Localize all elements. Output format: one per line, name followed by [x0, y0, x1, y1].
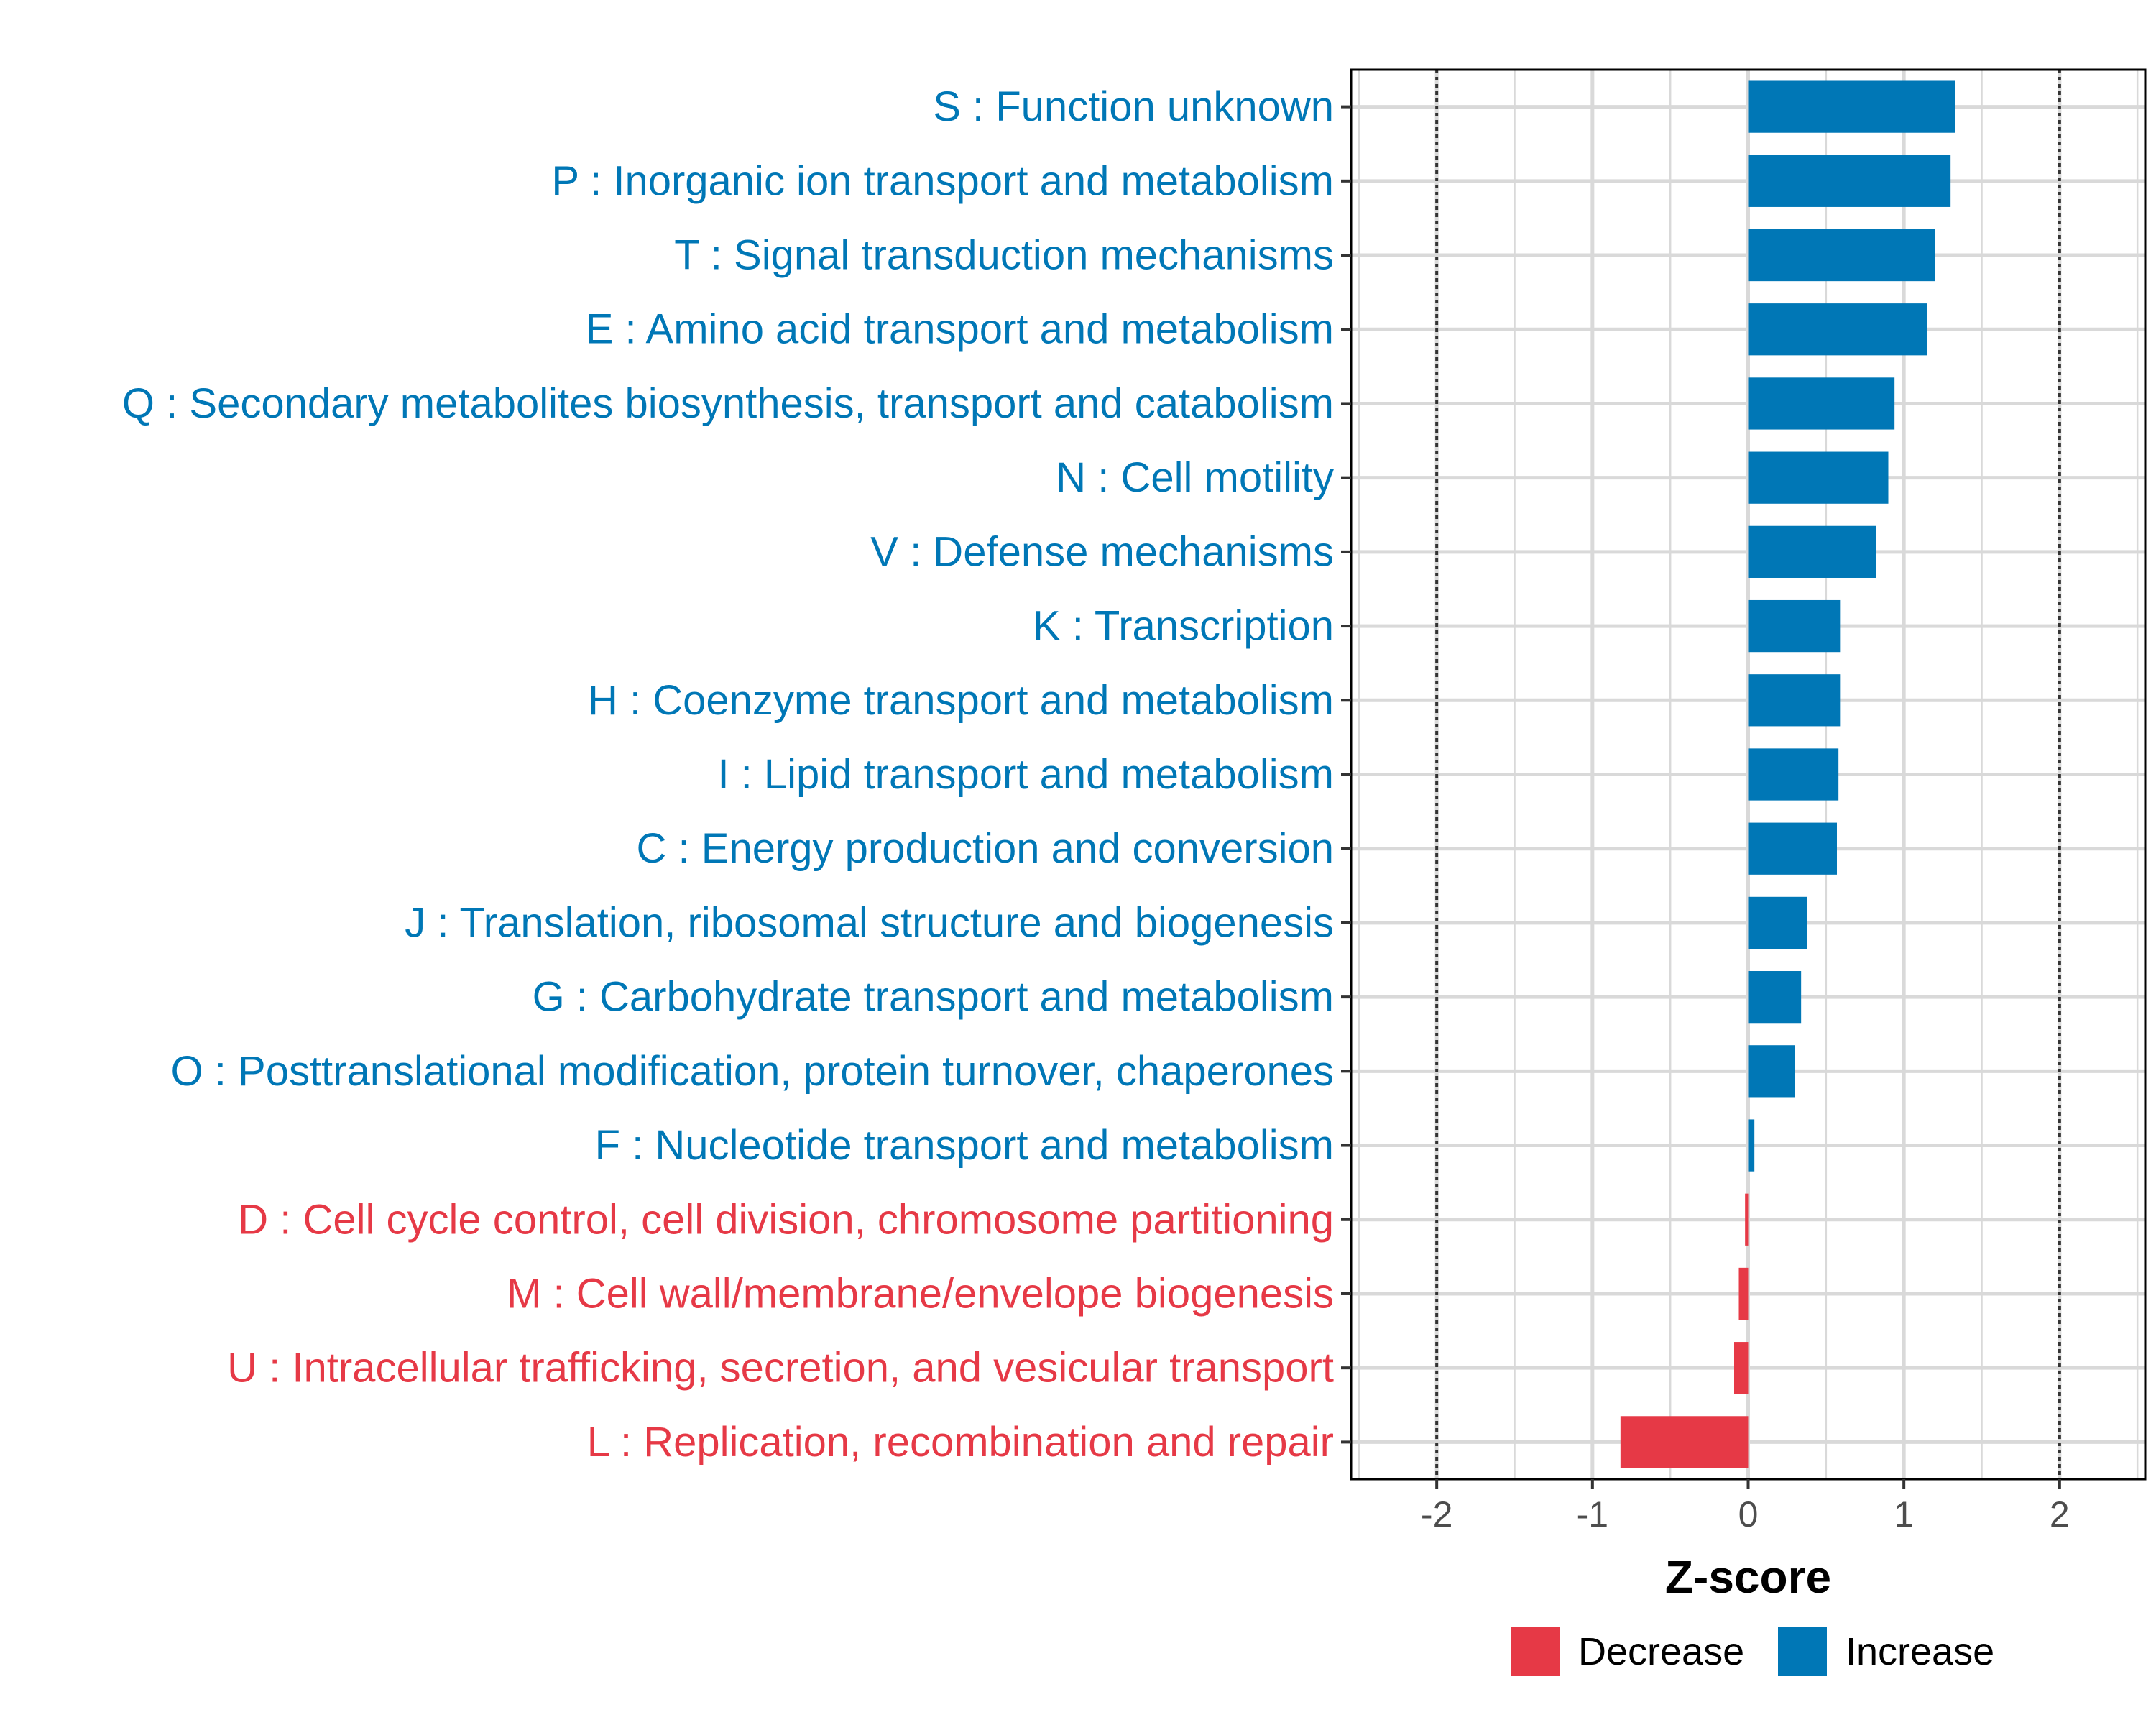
bar: [1748, 896, 1807, 949]
category-label: N : Cell motility: [1056, 454, 1334, 501]
category-label: V : Defense mechanisms: [870, 528, 1334, 575]
bar: [1748, 377, 1895, 430]
bar: [1748, 525, 1876, 578]
bar: [1748, 303, 1927, 356]
bar: [1738, 1267, 1749, 1320]
bar: [1748, 80, 1955, 133]
category-label: D : Cell cycle control, cell division, c…: [238, 1196, 1334, 1243]
bar: [1748, 451, 1889, 504]
category-label: H : Coenzyme transport and metabolism: [588, 677, 1334, 724]
category-label: F : Nucleotide transport and metabolism: [595, 1122, 1334, 1169]
bar: [1748, 1119, 1755, 1172]
category-label: T : Signal transduction mechanisms: [674, 232, 1334, 279]
category-label: S : Function unknown: [933, 83, 1334, 130]
category-label: M : Cell wall/membrane/envelope biogenes…: [507, 1270, 1334, 1317]
legend-label: Decrease: [1578, 1630, 1744, 1673]
legend-swatch: [1778, 1627, 1827, 1676]
category-label: O : Posttranslational modification, prot…: [171, 1048, 1334, 1095]
bars: [1620, 80, 1955, 1468]
legend-label: Increase: [1846, 1630, 1994, 1673]
bar: [1620, 1416, 1749, 1468]
bar: [1748, 1045, 1795, 1098]
bar: [1748, 822, 1837, 875]
category-label: P : Inorganic ion transport and metaboli…: [551, 157, 1334, 204]
bar: [1748, 155, 1951, 207]
category-label: I : Lipid transport and metabolism: [717, 751, 1334, 798]
category-label: E : Amino acid transport and metabolism: [586, 306, 1334, 353]
category-label: L : Replication, recombination and repai…: [587, 1419, 1334, 1466]
bar: [1748, 229, 1935, 282]
bar: [1748, 599, 1841, 653]
category-label: U : Intracellular trafficking, secretion…: [227, 1345, 1334, 1392]
category-label: Q : Secondary metabolites biosynthesis, …: [122, 380, 1334, 427]
x-tick-label: 0: [1738, 1494, 1759, 1535]
y-axis-ticks: S : Function unknown P : Inorganic ion tr…: [122, 83, 1351, 1466]
x-axis-ticks: -2 -1 0 1 2: [1421, 1479, 2070, 1535]
x-tick-label: -1: [1577, 1494, 1608, 1535]
bar: [1734, 1342, 1749, 1394]
bar: [1748, 971, 1802, 1024]
category-label: G : Carbohydrate transport and metabolis…: [533, 974, 1334, 1021]
bar: [1748, 674, 1841, 727]
bar: [1745, 1193, 1749, 1246]
x-axis-title: Z-score: [1665, 1551, 1831, 1603]
legend-swatch: [1511, 1627, 1560, 1676]
legend: Decrease Increase: [1511, 1627, 1994, 1676]
category-label: J : Translation, ribosomal structure and…: [405, 899, 1334, 946]
category-label: C : Energy production and conversion: [637, 825, 1334, 872]
x-tick-label: 2: [2050, 1494, 2070, 1535]
bar: [1748, 748, 1839, 801]
category-label: K : Transcription: [1033, 603, 1334, 650]
x-tick-label: 1: [1894, 1494, 1914, 1535]
x-tick-label: -2: [1421, 1494, 1452, 1535]
